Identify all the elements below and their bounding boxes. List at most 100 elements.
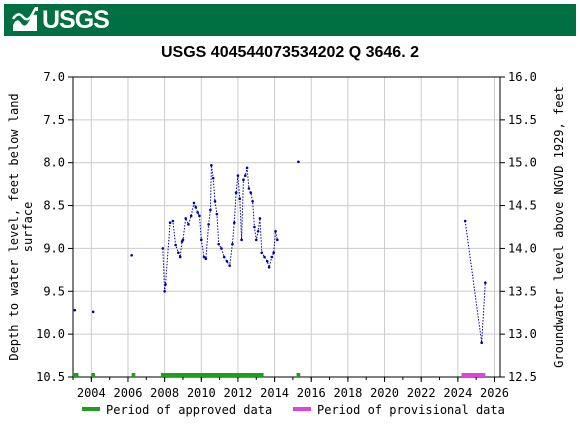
data-point [463, 219, 467, 223]
data-point [245, 166, 249, 170]
x-tick-label: 2016 [297, 386, 326, 400]
y-right-axis-label: Groundwater level above NGVD 1929, feet [552, 86, 566, 368]
x-tick-label: 2024 [443, 386, 472, 400]
data-point [174, 243, 177, 247]
y-right-tick-label: 12.5 [508, 370, 537, 384]
data-point [228, 264, 231, 267]
y-right-tick-label: 15.0 [508, 156, 537, 170]
x-tick-label: 2020 [370, 386, 399, 400]
data-point [178, 255, 182, 259]
x-tick-label: 2014 [260, 386, 289, 400]
series-line [162, 165, 278, 292]
data-point [204, 257, 208, 261]
data-point [163, 289, 166, 293]
y-left-axis-label: Depth to water level, feet below landsur… [7, 93, 35, 360]
y-right-tick-label: 13.0 [508, 327, 537, 341]
data-point [238, 197, 242, 201]
data-point [258, 217, 262, 220]
y-right-tick-label: 14.5 [508, 199, 537, 213]
data-point [199, 238, 203, 242]
legend-swatch [293, 407, 311, 411]
y-left-tick-label: 7.0 [43, 70, 65, 84]
y-left-tick-label: 9.0 [43, 241, 65, 255]
data-point [171, 219, 175, 223]
x-tick-label: 2026 [480, 386, 509, 400]
x-tick-label: 2012 [223, 386, 252, 400]
data-point [198, 214, 201, 218]
data-point [251, 199, 254, 203]
y-right-tick-label: 15.5 [508, 113, 537, 127]
data-point [267, 265, 271, 269]
data-point [274, 229, 277, 233]
legend-label: Period of approved data [106, 403, 272, 417]
data-point [73, 308, 77, 312]
data-point [225, 259, 229, 263]
period-bar [91, 373, 95, 377]
data-point [209, 208, 212, 212]
data-point [211, 176, 215, 180]
data-point [240, 238, 243, 242]
x-tick-label: 2008 [150, 386, 179, 400]
data-point [253, 225, 256, 229]
data-point [220, 247, 223, 250]
period-bar [296, 373, 301, 377]
series-line [464, 220, 486, 343]
data-point [231, 242, 234, 246]
period-bar [73, 373, 79, 377]
data-point [270, 255, 274, 259]
data-point [207, 223, 210, 226]
data-point [210, 163, 213, 167]
data-point [130, 253, 133, 257]
x-tick-label: 2010 [187, 386, 216, 400]
data-point [232, 221, 236, 225]
data-point [484, 281, 487, 285]
plot-frame [72, 76, 501, 378]
usgs-banner: USGS [4, 4, 576, 36]
x-tick-label: 2004 [77, 386, 106, 400]
data-point [168, 221, 172, 225]
y-left-tick-label: 8.0 [43, 156, 65, 170]
data-point [276, 238, 279, 242]
y-right-tick-label: 14.0 [508, 241, 537, 255]
data-point [189, 214, 193, 218]
period-bar [131, 373, 136, 377]
data-point [242, 178, 245, 182]
x-tick-label: 2018 [333, 386, 362, 400]
data-point [181, 238, 185, 242]
data-point [222, 255, 226, 259]
data-point [194, 205, 198, 209]
data-point [265, 259, 269, 263]
data-point [247, 187, 251, 190]
y-left-tick-label: 9.5 [43, 284, 65, 298]
data-point [161, 247, 165, 250]
data-point [297, 160, 300, 164]
usgs-logo-text: USGS [42, 5, 110, 34]
data-point [272, 251, 275, 255]
data-point [260, 251, 264, 255]
data-point [217, 242, 220, 246]
data-point [177, 251, 180, 255]
data-point [249, 191, 253, 195]
period-bar [160, 373, 264, 377]
data-point [236, 174, 240, 177]
data-point [234, 191, 238, 195]
data-point [164, 283, 167, 286]
y-right-tick-label: 16.0 [508, 70, 537, 84]
y-left-tick-label: 7.5 [43, 113, 65, 127]
period-bar [461, 373, 486, 377]
data-point [243, 174, 247, 177]
data-point [480, 341, 483, 345]
y-left-tick-label: 10.0 [36, 327, 65, 341]
legend-swatch [82, 407, 100, 411]
data-point [215, 212, 219, 216]
data-point [213, 199, 217, 203]
y-left-tick-label: 8.5 [43, 199, 65, 213]
usgs-logo[interactable]: USGS [12, 5, 110, 34]
legend-label: Period of provisional data [317, 403, 505, 417]
data-point [256, 229, 260, 233]
data-point [254, 238, 258, 242]
data-point [184, 217, 188, 220]
data-point [263, 255, 266, 259]
y-left-tick-label: 10.5 [36, 370, 65, 384]
